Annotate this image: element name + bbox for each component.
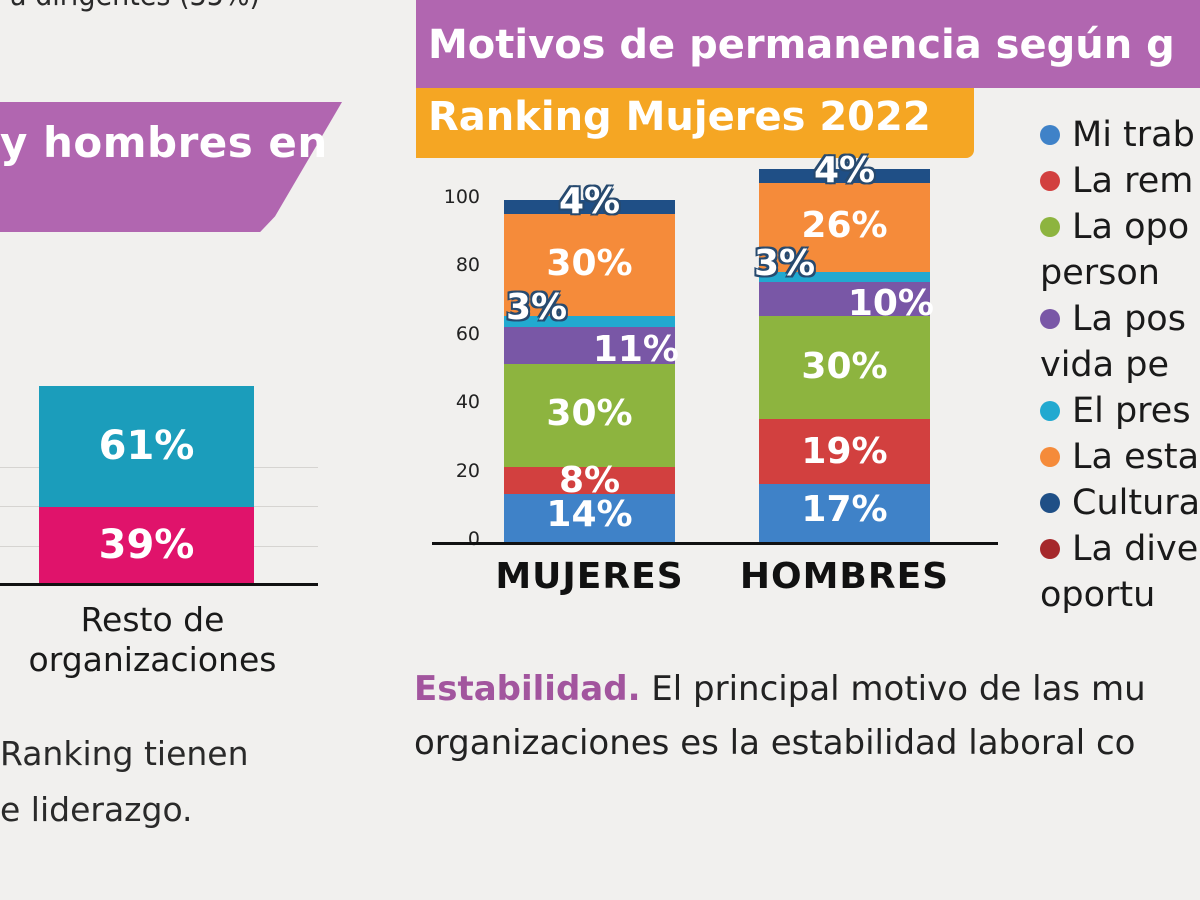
legend-label: La esta [1072, 437, 1200, 477]
legend-label: Mi trab [1072, 115, 1195, 155]
data-label: 30% [801, 345, 888, 387]
left-x-axis-line [0, 583, 318, 586]
bar-segment [504, 326, 675, 365]
data-label: 17% [801, 488, 888, 530]
bar-segment [504, 364, 675, 467]
data-label: 10% [847, 283, 934, 325]
legend-item: El pres [1040, 388, 1200, 434]
bar-segment [759, 483, 930, 542]
chart-subtitle: Ranking Mujeres 2022 [428, 94, 931, 140]
legend-item: Mi trab [1040, 112, 1200, 158]
data-label: 3% [506, 287, 568, 329]
legend-swatch-icon [1040, 401, 1060, 421]
left-category-label: Resto de organizaciones [0, 600, 305, 680]
data-label: 4% [558, 180, 621, 222]
left-note-line-1: Ranking tienen [0, 734, 249, 773]
y-tick-label: 20 [455, 459, 480, 482]
data-label: 14% [546, 494, 633, 536]
legend-label: La dive oportu [1040, 529, 1199, 615]
bar-segment [504, 466, 675, 495]
bar-segment [759, 169, 930, 183]
y-tick-label: 80 [455, 254, 480, 277]
bar-segment [504, 316, 675, 327]
legend-swatch-icon [1040, 217, 1060, 237]
caption: Estabilidad. El principal motivo de las … [414, 662, 1146, 770]
y-tick-label: 60 [455, 322, 480, 345]
data-label: 11% [592, 329, 679, 371]
legend-swatch-icon [1040, 125, 1060, 145]
bar-segment [504, 494, 675, 542]
legend-item: La rem [1040, 158, 1200, 204]
left-category-line-2: organizaciones [28, 640, 277, 679]
left-bar-label-hombres: 61% [98, 423, 195, 470]
left-section-banner-text: y hombres en [0, 118, 328, 167]
bar-segment [504, 200, 675, 214]
bar-segment [759, 418, 930, 484]
y-tick-label: 40 [455, 391, 480, 414]
x-category-label: HOMBRES [739, 556, 950, 597]
bar-segment [759, 271, 930, 283]
truncated-top-text: a dirigentes (35%) [10, 0, 260, 13]
caption-line-2: organizaciones es la estabilidad laboral… [414, 723, 1136, 763]
caption-line-1: Estabilidad. El principal motivo de las … [414, 662, 1146, 716]
caption-lead: Estabilidad. [414, 669, 641, 709]
legend-swatch-icon [1040, 447, 1060, 467]
legend-item: La esta [1040, 434, 1200, 480]
data-label: 4% [813, 150, 876, 192]
data-label: 30% [546, 242, 633, 284]
subtitle-banner [416, 88, 974, 158]
legend-label: La pos vida pe [1040, 299, 1186, 385]
bar-segment [759, 316, 930, 419]
chart-x-axis-line [432, 542, 998, 545]
caption-line-1-text: El principal motivo de las mu [640, 669, 1146, 709]
left-note-text: Ranking tienen e liderazgo. [0, 726, 249, 838]
legend-item: La pos vida pe [1040, 296, 1200, 388]
legend-item: Cultura [1040, 480, 1200, 526]
left-stacked-bar: 61% 39% [39, 386, 254, 584]
left-bar-segment-mujeres: 39% [39, 506, 254, 584]
chart-legend: Mi trab La rem La opo person La pos vida pe El… [1040, 112, 1200, 618]
legend-item: La dive oportu [1040, 526, 1200, 618]
legend-item: La opo person [1040, 204, 1200, 296]
bar-segment [759, 282, 930, 317]
title-banner [416, 0, 1200, 88]
data-label: 30% [546, 393, 633, 435]
left-bar-label-mujeres: 39% [98, 522, 195, 569]
data-label: 3% [754, 242, 816, 284]
bar-segment [504, 213, 675, 317]
x-category-label: MUJERES [495, 556, 684, 597]
data-label: 8% [558, 460, 621, 502]
chart-title: Motivos de permanencia según g [428, 22, 1175, 68]
data-label: 19% [801, 431, 888, 473]
y-tick-label: 0 [467, 528, 480, 550]
left-note-line-2: e liderazgo. [0, 790, 193, 829]
legend-swatch-icon [1040, 493, 1060, 513]
legend-swatch-icon [1040, 539, 1060, 559]
legend-label: La opo person [1040, 207, 1190, 293]
legend-label: La rem [1072, 161, 1194, 201]
bar-segment [759, 182, 930, 272]
data-label: 26% [801, 205, 888, 247]
legend-label: Cultura [1072, 483, 1200, 523]
left-bar-segment-hombres: 61% [39, 386, 254, 507]
y-tick-label: 100 [443, 186, 480, 208]
legend-label: El pres [1072, 391, 1191, 431]
left-category-line-1: Resto de [80, 600, 225, 639]
legend-swatch-icon [1040, 171, 1060, 191]
legend-swatch-icon [1040, 309, 1060, 329]
